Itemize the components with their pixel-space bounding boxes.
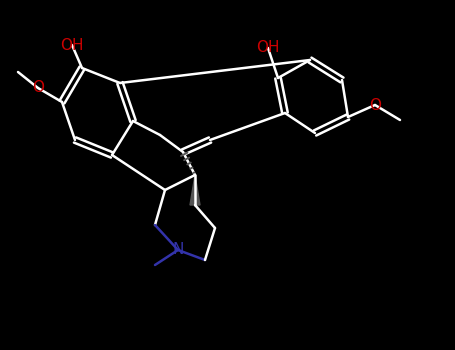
Text: OH: OH xyxy=(60,37,84,52)
Text: N: N xyxy=(172,243,184,258)
Polygon shape xyxy=(190,175,200,205)
Text: O: O xyxy=(32,80,44,96)
Text: O: O xyxy=(369,98,381,112)
Text: OH: OH xyxy=(256,41,280,56)
